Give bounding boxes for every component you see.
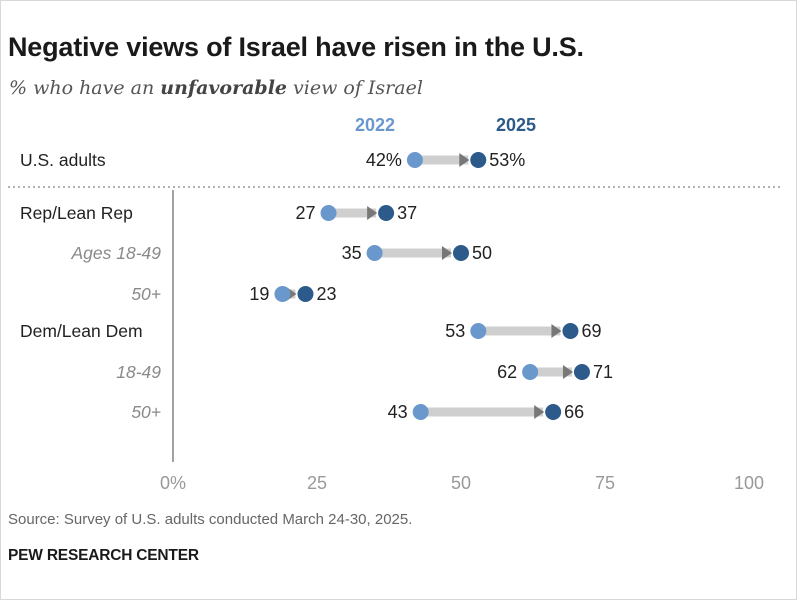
x-tick-label: 75 <box>595 473 615 493</box>
row-label: 50+ <box>131 284 161 304</box>
x-tick-label: 0% <box>160 473 186 493</box>
value-label-2025: 23 <box>316 284 336 304</box>
value-label-2025: 69 <box>581 321 601 341</box>
dot-2025 <box>378 205 395 221</box>
x-tick-label: 100 <box>734 473 764 493</box>
dot-2025 <box>297 286 314 302</box>
subtitle-emphasis: unfavorable <box>160 77 288 99</box>
row-label: 18-49 <box>116 362 161 382</box>
value-label-2025: 66 <box>564 402 584 422</box>
source-note: Source: Survey of U.S. adults conducted … <box>8 511 413 528</box>
value-label-2025: 37 <box>397 203 417 223</box>
connector-arrow <box>442 246 452 260</box>
x-tick-label: 25 <box>307 473 327 493</box>
value-label-2022: 19 <box>249 284 269 304</box>
dot-2022 <box>470 323 487 339</box>
connector-bar <box>374 248 451 258</box>
value-label-2022: 35 <box>342 243 362 263</box>
row-label: Ages 18-49 <box>70 243 161 263</box>
dot-2025 <box>470 152 487 168</box>
subtitle-prefix: % who have an <box>9 77 161 99</box>
connector-bar <box>328 208 377 218</box>
value-label-2022: 43 <box>388 402 408 422</box>
connector-arrow <box>459 153 470 167</box>
dot-2022 <box>406 152 423 168</box>
dot-2022 <box>412 404 429 420</box>
chart-subtitle: % who have an unfavorable view of Israel <box>9 77 423 99</box>
chart-title: Negative views of Israel have risen in t… <box>8 32 584 62</box>
connector-arrow <box>562 365 573 379</box>
dot-2022 <box>320 205 337 221</box>
row-label: U.S. adults <box>20 150 106 170</box>
value-label-2025: 71 <box>593 362 613 382</box>
connector-bar <box>530 367 572 377</box>
value-label-2025: 50 <box>472 243 492 263</box>
dot-2022 <box>274 286 291 302</box>
legend-2025: 2025 <box>496 115 536 135</box>
value-label-2025: 53% <box>489 150 525 170</box>
value-label-2022: 27 <box>295 203 315 223</box>
connector-arrow <box>551 324 562 338</box>
subtitle-suffix: view of Israel <box>287 77 423 99</box>
value-label-2022: 62 <box>497 362 517 382</box>
legend-2022: 2022 <box>355 115 395 135</box>
dot-2022 <box>366 245 383 261</box>
dot-2025 <box>562 323 579 339</box>
x-tick-label: 50 <box>451 473 471 493</box>
row-label: Dem/Lean Dem <box>20 321 143 341</box>
connector-arrow <box>367 206 378 220</box>
dot-2025 <box>573 364 590 380</box>
value-label-2022: 42% <box>366 150 402 170</box>
connector-bar <box>420 407 544 417</box>
value-label-2022: 53 <box>445 321 465 341</box>
row-label: 50+ <box>131 402 161 422</box>
dot-2025 <box>545 404 562 420</box>
connector-bar <box>478 326 561 336</box>
connector-arrow <box>534 405 545 419</box>
row-label: Rep/Lean Rep <box>20 203 133 223</box>
connector-bar <box>414 155 469 165</box>
dot-2025 <box>453 245 469 261</box>
dot-2022 <box>522 364 539 380</box>
brand-name: PEW RESEARCH CENTER <box>8 547 199 564</box>
